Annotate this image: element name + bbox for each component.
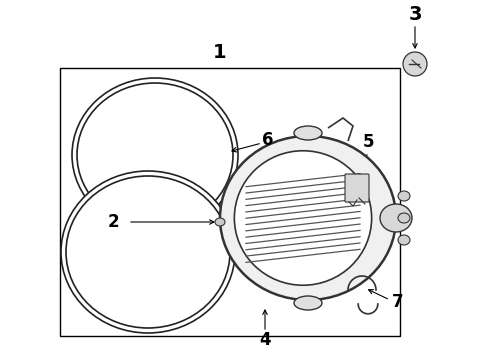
Text: 3: 3 <box>408 4 422 23</box>
Ellipse shape <box>380 204 412 232</box>
Ellipse shape <box>294 126 322 140</box>
Ellipse shape <box>61 171 235 333</box>
Ellipse shape <box>215 218 225 226</box>
Text: 7: 7 <box>392 293 404 311</box>
Text: 5: 5 <box>362 133 374 151</box>
Ellipse shape <box>398 191 410 201</box>
Ellipse shape <box>398 235 410 245</box>
Ellipse shape <box>220 136 396 300</box>
Ellipse shape <box>294 296 322 310</box>
FancyBboxPatch shape <box>345 174 369 202</box>
Ellipse shape <box>234 151 371 285</box>
Ellipse shape <box>77 83 233 227</box>
Text: 1: 1 <box>213 42 227 62</box>
Text: 6: 6 <box>262 131 274 149</box>
Bar <box>60 68 400 336</box>
Text: 4: 4 <box>259 331 271 349</box>
Ellipse shape <box>66 176 230 328</box>
Ellipse shape <box>403 52 427 76</box>
Ellipse shape <box>72 78 238 232</box>
Ellipse shape <box>398 213 410 223</box>
Text: 2: 2 <box>107 213 119 231</box>
Ellipse shape <box>220 136 396 300</box>
